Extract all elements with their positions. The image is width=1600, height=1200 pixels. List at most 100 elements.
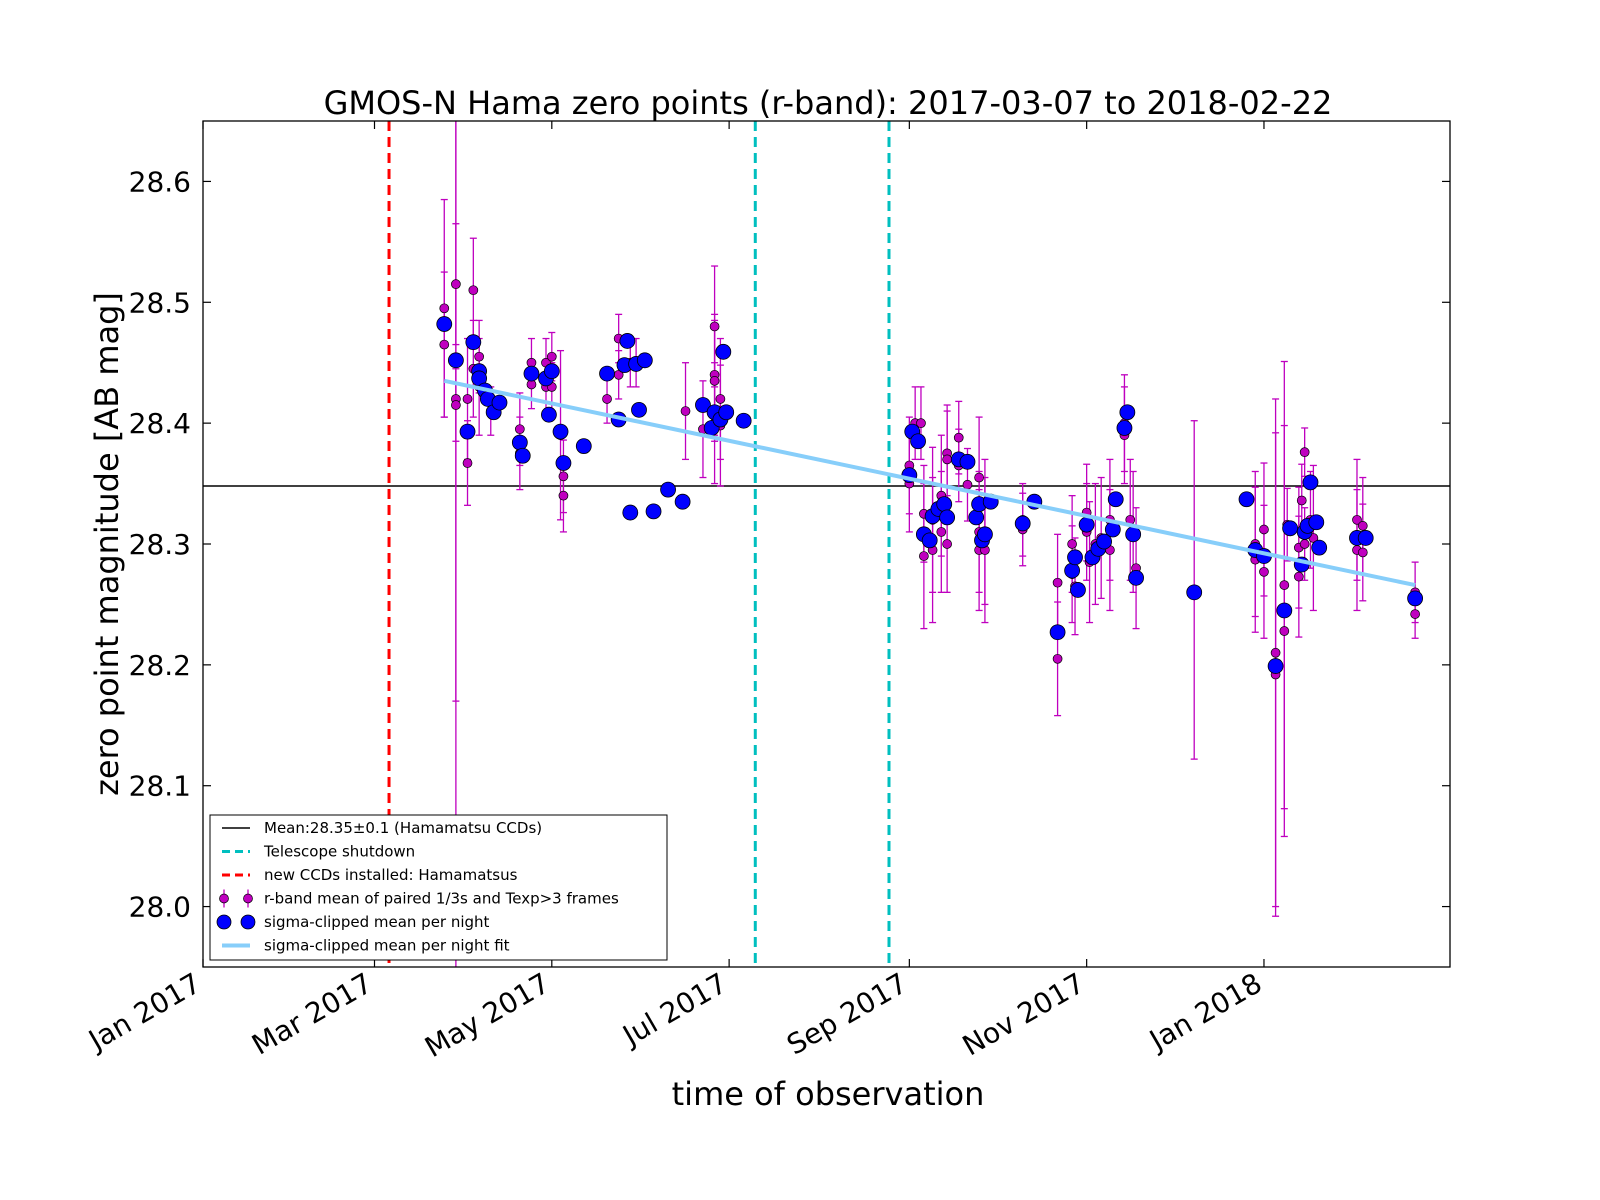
point-rband-mean: [1410, 609, 1420, 619]
point-rband-mean: [1357, 547, 1368, 558]
point-sigma-clipped: [436, 316, 453, 332]
legend-box: [209, 814, 668, 961]
y-tick-label: 28.4: [129, 407, 191, 440]
point-sigma-clipped: [735, 412, 752, 429]
point-rband-mean: [1052, 653, 1063, 664]
point-sigma-clipped: [1078, 516, 1095, 533]
x-tick-label: Mar 2017: [246, 966, 378, 1061]
point-sigma-clipped: [514, 447, 531, 464]
x-tick-label: Sep 2017: [781, 966, 913, 1061]
point-rband-mean: [1259, 524, 1269, 535]
legend-label: new CCDs installed: Hamamatsus: [264, 866, 518, 884]
point-sigma-clipped: [1064, 562, 1081, 579]
point-rband-mean: [462, 394, 473, 404]
legend-handle-rband: [219, 893, 229, 904]
point-rband-mean: [558, 490, 569, 501]
point-sigma-clipped: [1311, 539, 1328, 556]
point-rband-mean: [1299, 447, 1310, 457]
point-sigma-clipped: [674, 493, 691, 510]
legend-label: sigma-clipped mean per night fit: [264, 937, 510, 955]
legend: Mean:28.35±0.1 (Hamamatsu CCDs) Telescope…: [209, 814, 668, 961]
y-tick-label: 28.2: [129, 649, 191, 682]
point-sigma-clipped: [718, 404, 735, 421]
point-sigma-clipped: [695, 397, 711, 413]
point-sigma-clipped: [459, 423, 476, 440]
point-sigma-clipped: [1119, 404, 1136, 421]
point-rband-mean: [1357, 521, 1368, 531]
x-tick-label: Jan 2018: [1142, 966, 1267, 1057]
point-sigma-clipped: [977, 526, 993, 543]
point-rband-mean: [919, 551, 929, 561]
y-axis-label: zero point magnitude [AB mag]: [88, 292, 126, 796]
point-rband-mean: [680, 406, 691, 416]
point-rband-mean: [558, 471, 569, 482]
point-sigma-clipped: [1357, 530, 1374, 546]
point-rband-mean: [1067, 539, 1077, 549]
point-rband-mean: [1279, 626, 1290, 636]
point-rband-mean: [715, 394, 726, 404]
point-rband-mean: [1052, 577, 1063, 588]
point-sigma-clipped: [552, 423, 569, 440]
x-tick-label: Jan 2017: [81, 966, 206, 1057]
point-sigma-clipped: [465, 334, 482, 351]
point-rband-mean: [546, 351, 557, 362]
point-rband-mean: [1296, 495, 1307, 506]
x-tick-label: Jul 2017: [616, 966, 733, 1053]
point-rband-mean: [936, 527, 947, 537]
point-sigma-clipped: [575, 438, 592, 455]
point-sigma-clipped: [1238, 491, 1255, 508]
point-sigma-clipped: [1096, 533, 1112, 550]
point-sigma-clipped: [1014, 515, 1031, 532]
y-tick-label: 28.1: [129, 770, 191, 803]
point-rband-mean: [439, 339, 450, 350]
point-sigma-clipped: [968, 509, 985, 526]
point-sigma-clipped: [1070, 582, 1086, 598]
point-rband-mean: [1299, 539, 1310, 549]
point-sigma-clipped: [599, 365, 615, 382]
point-sigma-clipped: [631, 401, 647, 418]
legend-label: r-band mean of paired 1/3s and Texp>3 fr…: [264, 890, 619, 908]
point-rband-mean: [974, 472, 984, 483]
point-sigma-clipped: [939, 509, 956, 526]
point-sigma-clipped: [645, 503, 662, 520]
legend-label: Telescope shutdown: [263, 843, 415, 861]
point-sigma-clipped: [910, 433, 926, 450]
y-tick-label: 28.6: [129, 165, 191, 198]
point-rband-mean: [1352, 514, 1362, 525]
point-sigma-clipped: [541, 406, 557, 423]
point-sigma-clipped: [619, 333, 636, 349]
chart-title: GMOS-N Hama zero points (r-band): 2017-0…: [324, 84, 1333, 122]
legend-handle-sigma: [216, 914, 232, 930]
point-rband-mean: [709, 321, 720, 332]
point-rband-mean: [953, 432, 964, 443]
point-rband-mean: [514, 424, 525, 435]
point-sigma-clipped: [660, 481, 676, 498]
legend-label: Mean:28.35±0.1 (Hamamatsu CCDs): [264, 819, 542, 837]
point-rband-mean: [451, 279, 461, 290]
point-sigma-clipped: [543, 363, 560, 380]
point-sigma-clipped: [636, 352, 653, 369]
point-rband-mean: [451, 400, 461, 410]
point-rband-mean: [474, 351, 484, 362]
point-sigma-clipped: [555, 455, 572, 471]
point-sigma-clipped: [1067, 549, 1083, 566]
point-rband-mean: [1279, 580, 1290, 590]
y-tick-label: 28.0: [129, 891, 191, 924]
point-rband-mean: [942, 539, 952, 549]
y-tick-label: 28.5: [129, 286, 191, 319]
point-rband-mean: [602, 394, 612, 404]
x-tick-label: May 2017: [419, 966, 555, 1064]
point-rband-mean: [942, 454, 952, 465]
x-axis-label: time of observation: [672, 1075, 985, 1113]
fit-line: [443, 378, 1416, 588]
point-sigma-clipped: [1407, 590, 1424, 607]
x-tick-label: Nov 2017: [957, 966, 1090, 1062]
point-rband-mean: [1270, 647, 1281, 658]
point-sigma-clipped: [921, 532, 938, 549]
point-sigma-clipped: [715, 343, 732, 360]
point-sigma-clipped: [959, 453, 976, 470]
point-sigma-clipped: [1302, 474, 1319, 491]
point-sigma-clipped: [1282, 520, 1299, 537]
point-rband-mean: [1293, 571, 1304, 582]
